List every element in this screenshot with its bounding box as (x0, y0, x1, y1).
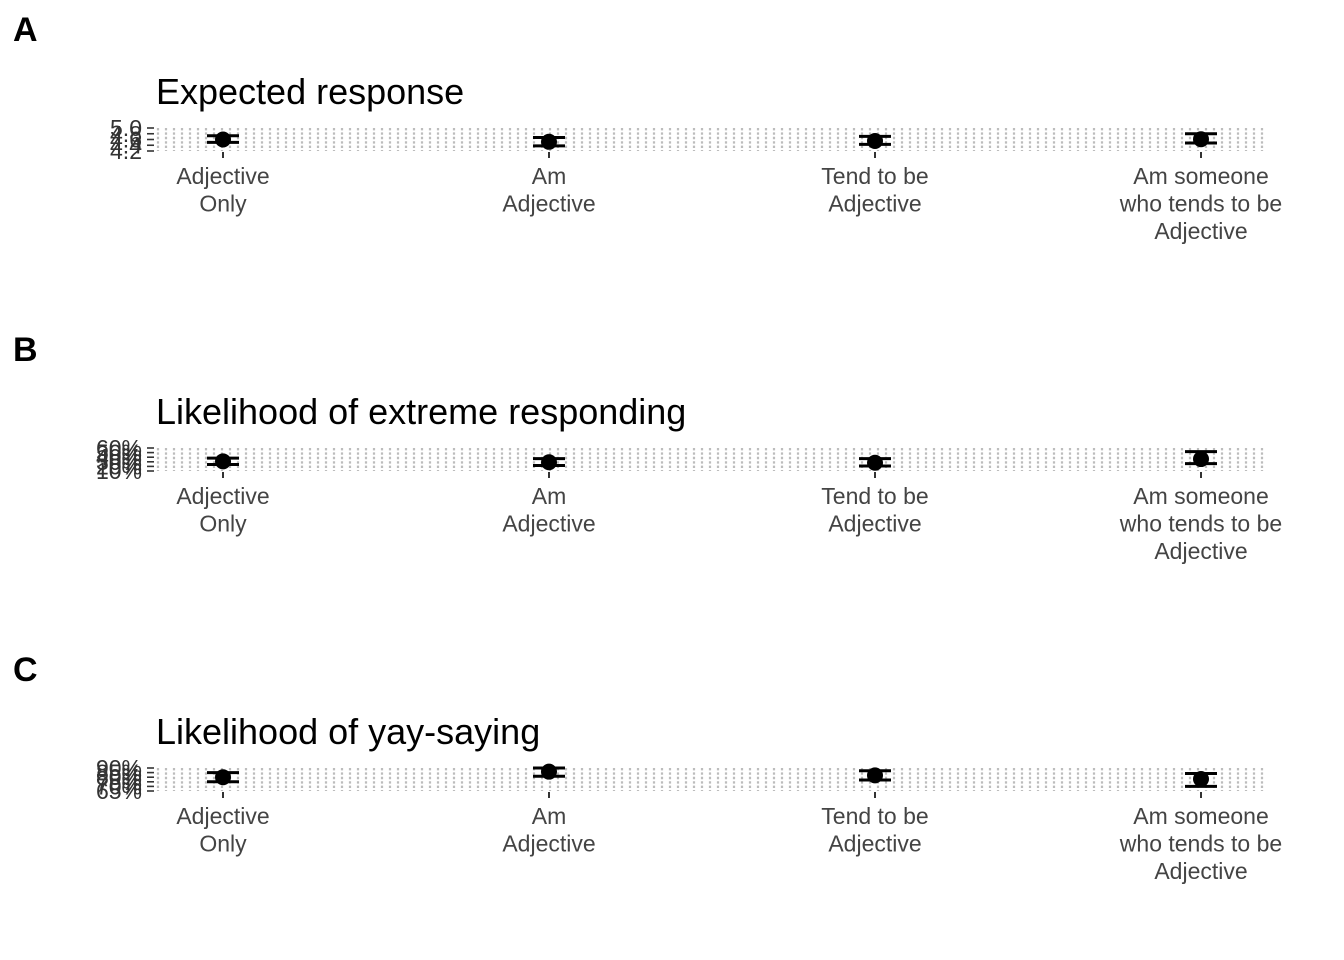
y-tick-label: 75% (96, 769, 142, 795)
data-point (541, 133, 557, 150)
y-tick-label: 4.6 (110, 127, 142, 153)
y-tick-label: 50% (96, 440, 142, 466)
x-tick-label: Am someone who tends to be Adjective (1119, 803, 1282, 884)
x-tick-label: Am Adjective (502, 483, 595, 537)
y-tick-label: 70% (96, 773, 142, 799)
x-tick-label: Am Adjective (502, 163, 595, 217)
data-point (867, 454, 883, 471)
data-point (1193, 451, 1209, 468)
gridlines (156, 128, 1264, 151)
gridlines (156, 448, 1264, 471)
data-point (1193, 771, 1209, 788)
data-point (541, 763, 557, 780)
y-tick-label: 40% (96, 444, 142, 470)
data-point (867, 132, 883, 149)
data-point (215, 131, 231, 148)
chart-title: Expected response (156, 71, 464, 112)
chart-title: Likelihood of extreme responding (156, 391, 686, 432)
panel-a-expected-response: A Expected response 4.24.44.64.85.0 Adjec… (13, 11, 1282, 244)
x-tick-label: Am someone who tends to be Adjective (1119, 163, 1282, 244)
x-tick-label: Adjective Only (176, 803, 269, 857)
x-tick-label: Adjective Only (176, 483, 269, 537)
y-tick-label: 4.4 (110, 132, 142, 158)
data-point (541, 454, 557, 471)
y-tick-label: 20% (96, 453, 142, 479)
y-tick-label: 30% (96, 449, 142, 475)
panel-c-yay-saying: C Likelihood of yay-saying 65%70%75%80%8… (13, 651, 1282, 884)
x-tick-label: Am someone who tends to be Adjective (1119, 483, 1282, 564)
y-tick-label: 65% (96, 778, 142, 804)
gridlines (156, 768, 1264, 791)
y-tick-label: 85% (96, 760, 142, 786)
panel-letter: B (13, 331, 38, 369)
x-tick-label: Adjective Only (176, 163, 269, 217)
x-tick-label: Tend to be Adjective (821, 483, 928, 537)
y-tick-label: 4.8 (110, 121, 142, 147)
x-tick-label: Tend to be Adjective (821, 803, 928, 857)
x-tick-label: Tend to be Adjective (821, 163, 928, 217)
y-tick-label: 5.0 (110, 115, 142, 141)
y-tick-label: 80% (96, 764, 142, 790)
y-tick-label: 60% (96, 435, 142, 461)
data-point (1193, 131, 1209, 148)
y-tick-label: 90% (96, 755, 142, 781)
data-point (215, 453, 231, 470)
data-point (867, 767, 883, 784)
y-tick-label: 4.2 (110, 138, 142, 164)
panel-b-extreme-responding: B Likelihood of extreme responding 10%20… (13, 331, 1282, 564)
data-point (215, 769, 231, 786)
x-tick-label: Am Adjective (502, 803, 595, 857)
panel-letter: A (13, 11, 38, 49)
chart-title: Likelihood of yay-saying (156, 711, 540, 752)
panel-letter: C (13, 651, 38, 689)
y-tick-label: 10% (96, 458, 142, 484)
